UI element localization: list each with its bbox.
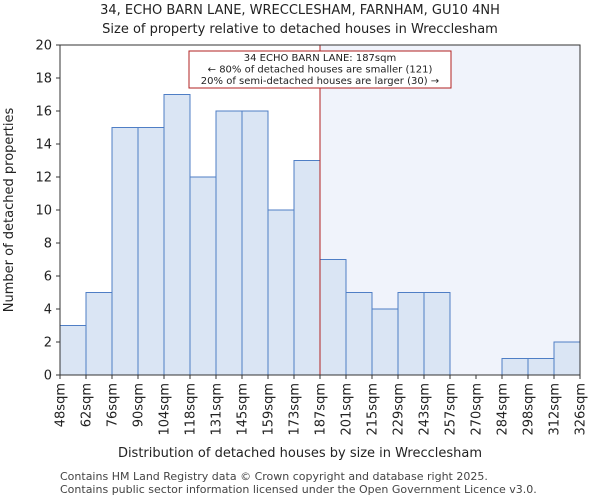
x-tick-label: 159sqm — [262, 383, 277, 436]
bar-104sqm — [163, 94, 191, 376]
x-tick-label: 173sqm — [288, 383, 303, 436]
bar-187sqm — [319, 259, 347, 376]
y-tick-label: 14 — [35, 138, 52, 153]
y-tick-label: 6 — [44, 270, 52, 285]
bar-90sqm — [137, 127, 165, 376]
annotation-box: 34 ECHO BARN LANE: 187sqm ← 80% of detac… — [188, 50, 452, 89]
annotation-line-2: ← 80% of detached houses are smaller (12… — [208, 65, 433, 76]
bar-118sqm — [189, 176, 217, 376]
x-tick-label: 270sqm — [470, 383, 485, 436]
y-tick-label: 12 — [35, 171, 52, 186]
x-tick-label: 312sqm — [548, 383, 563, 436]
y-tick-label: 0 — [44, 369, 52, 384]
annotation-frame — [188, 50, 452, 89]
bar-62sqm — [85, 292, 113, 376]
annotation-line-3: 20% of semi-detached houses are larger (… — [201, 76, 439, 87]
x-tick-label: 48sqm — [54, 383, 69, 427]
bar-159sqm — [267, 209, 295, 376]
x-tick-label: 76sqm — [106, 383, 121, 427]
y-tick-label: 2 — [44, 336, 52, 351]
bar-312sqm — [553, 341, 581, 376]
footer-line-2: Contains public sector information licen… — [60, 483, 537, 496]
x-tick-label: 326sqm — [574, 383, 589, 436]
x-tick-label: 284sqm — [496, 383, 511, 436]
x-axis: 48sqm 62sqm 76sqm 90sqm 104sqm 118sqm 131sqm 14… — [54, 375, 589, 436]
y-axis: 0 2 4 6 8 10 12 14 16 18 20 — [35, 39, 60, 384]
bar-284sqm — [501, 358, 529, 376]
footer-line-1: Contains HM Land Registry data © Crown c… — [60, 470, 488, 483]
bar-229sqm — [397, 292, 425, 376]
x-tick-label: 201sqm — [340, 383, 355, 436]
bar-201sqm — [345, 292, 373, 376]
x-tick-label: 62sqm — [80, 383, 95, 427]
x-tick-label: 243sqm — [418, 383, 433, 436]
x-tick-label: 118sqm — [184, 383, 199, 436]
x-tick-label: 257sqm — [444, 383, 459, 436]
y-axis-label: Number of detached properties — [2, 108, 17, 313]
x-tick-label: 145sqm — [236, 383, 251, 436]
annotation-line-1: 34 ECHO BARN LANE: 187sqm — [244, 53, 396, 64]
y-tick-label: 16 — [35, 105, 52, 120]
x-tick-label: 187sqm — [314, 383, 329, 436]
x-tick-label: 229sqm — [392, 383, 407, 436]
x-tick-label: 90sqm — [132, 383, 147, 427]
bar-173sqm — [293, 160, 321, 376]
y-tick-label: 8 — [44, 237, 52, 252]
chart-title: 34, ECHO BARN LANE, WRECCLESHAM, FARNHAM… — [100, 3, 500, 18]
x-tick-label: 215sqm — [366, 383, 381, 436]
plot-area — [59, 44, 581, 376]
y-tick-label: 18 — [35, 72, 52, 87]
bar-76sqm — [111, 127, 139, 376]
bar-298sqm — [527, 358, 555, 376]
x-tick-label: 131sqm — [210, 383, 225, 436]
x-tick-label: 298sqm — [522, 383, 537, 436]
x-axis-label: Distribution of detached houses by size … — [118, 446, 482, 461]
bar-145sqm — [241, 110, 269, 376]
chart-subtitle: Size of property relative to detached ho… — [102, 22, 498, 37]
bars — [59, 94, 581, 376]
bar-48sqm — [59, 325, 87, 376]
y-tick-label: 4 — [44, 303, 52, 318]
y-tick-label: 10 — [35, 204, 52, 219]
y-tick-label: 20 — [35, 39, 52, 54]
bar-215sqm — [371, 308, 399, 376]
x-tick-label: 104sqm — [158, 383, 173, 436]
bar-131sqm — [215, 110, 243, 376]
bar-243sqm — [423, 292, 451, 376]
